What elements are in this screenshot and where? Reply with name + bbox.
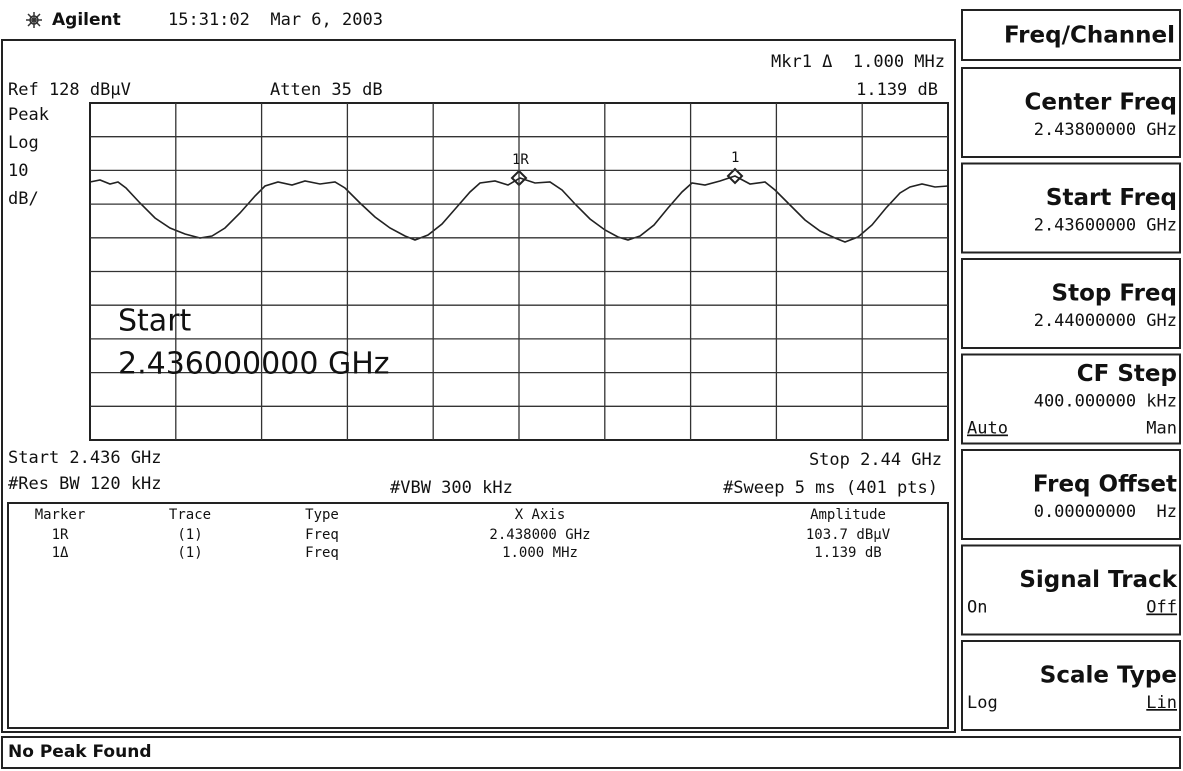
softkey-label: CF Step [1077,361,1177,387]
table-cell: 1Δ [52,545,69,561]
table-header: Trace [169,507,211,523]
menu-title: Freq/Channel [1004,23,1175,49]
softkey-option: Lin [1146,693,1177,713]
softkey-option: On [967,598,987,618]
trace [89,175,949,243]
attenuation: Atten 35 dB [270,80,383,100]
softkey-value: 2.44000000 GHz [1034,311,1177,331]
scale-label: Peak [8,105,49,125]
softkey-label: Signal Track [1019,567,1177,593]
sweep: #Sweep 5 ms (401 pts) [723,478,938,498]
marker-label: 1R [512,152,529,168]
softkey-label: Start Freq [1046,185,1177,211]
timestamp: 15:31:02 Mar 6, 2003 [168,10,383,30]
marker-table-frame [7,502,949,729]
softkey-value: 400.000000 kHz [1034,392,1177,412]
marker-value: 1.139 dB [856,80,938,100]
marker-label: 1 [731,150,739,166]
scale-label: dB/ [8,189,39,209]
softkey-label: Stop Freq [1052,281,1177,307]
table-header: Marker [35,507,86,523]
softkey-value: 2.43600000 GHz [1034,216,1177,236]
softkey-label: Freq Offset [1033,472,1177,498]
status-frame [1,736,1181,769]
softkey-label: Scale Type [1040,663,1177,689]
softkey[interactable] [961,544,1181,636]
table-header: X Axis [515,507,566,523]
marker-readout: Mkr1 Δ 1.000 MHz [771,52,945,72]
stop-freq: Stop 2.44 GHz [809,450,942,470]
table-header: Type [305,507,339,523]
menu-title-box [961,9,1181,61]
rbw: #Res BW 120 kHz [8,474,162,494]
softkey[interactable] [961,258,1181,349]
softkey-option: Log [967,693,998,713]
active-function: 2.436000000 GHz [118,347,390,382]
softkey-value: 2.43800000 GHz [1034,120,1177,140]
scale-label: 10 [8,161,28,181]
table-cell: (1) [177,545,202,561]
active-function: Start [118,304,192,339]
table-cell: 1R [52,527,69,543]
agilent-logo [26,12,42,28]
screen-frame [1,39,956,733]
scale-label: Log [8,133,39,153]
table-cell: 103.7 dBµV [806,527,891,543]
status-message: No Peak Found [8,742,152,762]
softkey-option: Man [1146,419,1177,439]
softkey-option: Auto [967,419,1008,439]
table-header: Amplitude [810,507,886,523]
softkey-value: 0.00000000 Hz [1034,502,1177,522]
start-freq: Start 2.436 GHz [8,448,162,468]
softkey[interactable] [961,449,1181,540]
table-cell: (1) [177,527,202,543]
vbw: #VBW 300 kHz [390,478,513,498]
brand: Agilent [52,10,121,30]
table-cell: 1.139 dB [814,545,881,561]
softkey[interactable] [961,353,1181,445]
table-cell: Freq [305,527,339,543]
softkey-label: Center Freq [1025,90,1177,116]
table-cell: 2.438000 GHz [489,527,590,543]
marker-diamonds [510,167,744,187]
table-cell: Freq [305,545,339,561]
table-cell: 1.000 MHz [502,545,578,561]
softkey[interactable] [961,162,1181,254]
softkey[interactable] [961,67,1181,158]
reference-level: Ref 128 dBµV [8,80,131,100]
softkey-option: Off [1146,598,1177,618]
softkey[interactable] [961,640,1181,731]
